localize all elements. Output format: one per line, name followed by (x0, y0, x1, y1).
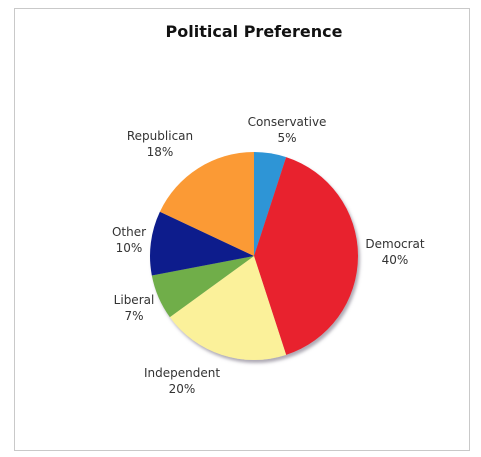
slice-label-name: Other (112, 225, 146, 239)
slice-label-other: Other 10% (112, 225, 146, 255)
slice-label-value: 18% (147, 145, 174, 159)
pie-slices (149, 152, 359, 361)
pie-slice-independent (169, 256, 287, 361)
slice-label-independent: Independent 20% (144, 366, 220, 396)
pie-slice-democrat (254, 157, 359, 355)
slice-label-republican: Republican 18% (127, 129, 193, 159)
pie-slice-republican (159, 152, 254, 256)
slice-label-name: Independent (144, 366, 220, 380)
slice-label-value: 10% (116, 241, 143, 255)
slice-labels: Conservative 5% Democrat 40% Independent 20% L… (112, 115, 425, 396)
pie-slice-other (149, 211, 254, 276)
slice-label-name: Conservative (248, 115, 327, 129)
slice-label-value: 40% (382, 253, 409, 267)
slice-label-liberal: Liberal 7% (114, 293, 155, 323)
slice-label-name: Republican (127, 129, 193, 143)
slice-label-value: 20% (169, 382, 196, 396)
slice-label-conservative: Conservative 5% (248, 115, 327, 145)
slice-label-democrat: Democrat 40% (365, 237, 425, 267)
slice-label-name: Democrat (365, 237, 425, 251)
slice-label-name: Liberal (114, 293, 155, 307)
slice-label-value: 5% (277, 131, 296, 145)
pie-slice-conservative (254, 152, 287, 256)
slice-label-value: 7% (124, 309, 143, 323)
pie-slice-liberal (151, 256, 254, 318)
chart-title: Political Preference (166, 22, 343, 41)
